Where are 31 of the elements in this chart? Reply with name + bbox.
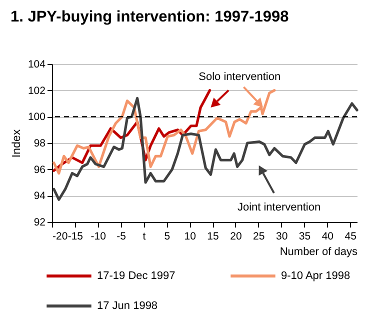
x-tick-label: -5 xyxy=(116,230,126,242)
annotation: Solo intervention xyxy=(198,71,281,84)
x-tick-label: 45 xyxy=(344,230,357,242)
line-series xyxy=(52,96,358,201)
y-tick-label: 92 xyxy=(34,216,46,228)
annotation: Joint intervention xyxy=(237,202,321,214)
x-axis-title: Number of days xyxy=(280,246,358,258)
y-tick-label: 104 xyxy=(28,58,46,70)
x-tick-label: 25 xyxy=(253,230,265,242)
x-tick-label: -20 xyxy=(52,230,68,242)
x-tick-label: t xyxy=(142,230,146,242)
x-tick-label: 10 xyxy=(184,230,196,242)
x-tick-label: 35 xyxy=(298,230,311,242)
chart-title: 1. JPY-buying intervention: 1997-1998 xyxy=(10,8,290,26)
y-tick-label: 96 xyxy=(34,164,46,176)
x-tick-label: 5 xyxy=(164,230,170,242)
x-tick-label: 30 xyxy=(276,230,288,242)
x-tick-label: -15 xyxy=(68,230,84,242)
y-tick-label: 102 xyxy=(28,84,46,97)
legend-label: 9-10 Apr 1998 xyxy=(281,270,350,282)
x-tick-label: 20 xyxy=(230,230,242,242)
x-tick-label: 40 xyxy=(322,230,334,242)
y-tick-label: 98 xyxy=(34,138,46,150)
y-tick-label: 100 xyxy=(28,111,46,124)
line-series xyxy=(52,89,276,175)
y-tick-label: 94 xyxy=(34,190,46,202)
x-tick-label: -10 xyxy=(90,230,106,242)
legend-label: 17 Jun 1998 xyxy=(97,300,158,310)
legend-label: 17-19 Dec 1997 xyxy=(97,270,176,282)
x-tick-label: 15 xyxy=(207,230,220,242)
y-axis-title: Index xyxy=(10,129,23,158)
